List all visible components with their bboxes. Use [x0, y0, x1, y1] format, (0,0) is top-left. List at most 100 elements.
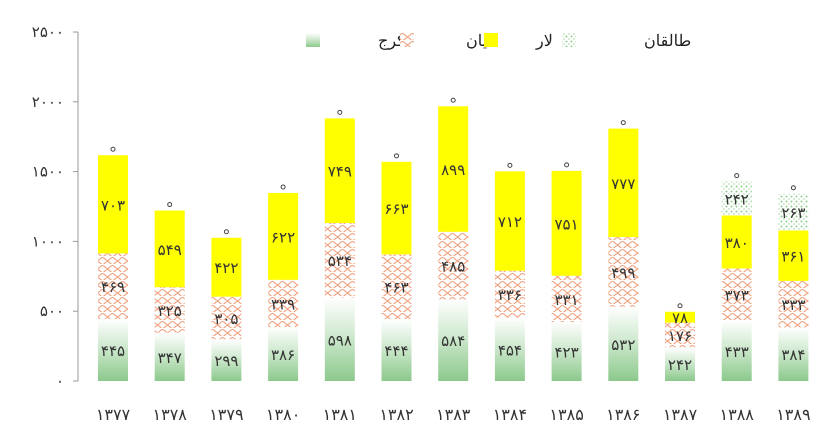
stack-top-marker	[564, 162, 570, 168]
bar-segment-3-3	[211, 237, 242, 297]
chart-legend: کرج لتیان لار طالقان	[306, 31, 691, 50]
y-tick-label: ۲۰۰۰	[32, 93, 64, 111]
y-tick-label: ۱۵۰۰	[32, 163, 64, 181]
data-label: ۷۱۲	[498, 213, 522, 231]
bar-segment-1-3	[211, 339, 242, 381]
x-tick-label: ۱۳۸۰	[266, 405, 300, 424]
bar-segment-1-6	[381, 319, 412, 381]
bar-segment-1-9	[551, 321, 582, 381]
bar-segment-2-11	[665, 322, 695, 348]
bar-segment-2-2	[154, 287, 185, 333]
bar-segment-1-11	[665, 347, 695, 381]
data-label: ۶۲۲	[271, 228, 295, 246]
data-label: ۲۴۲	[668, 356, 692, 374]
bar-segment-1-12	[721, 320, 752, 381]
data-label: ۴۴۵	[101, 342, 125, 360]
bar-segment-3-4	[268, 192, 299, 280]
data-label: ۳۳۶	[498, 286, 522, 304]
bar-segment-2-7	[438, 231, 469, 300]
data-label: ۴۶۳	[384, 279, 408, 297]
data-label: ۳۸۰	[725, 234, 749, 252]
data-label: ۳۳۱	[555, 291, 579, 309]
stack-top-marker	[677, 303, 683, 309]
data-label: ۵۹۸	[328, 331, 352, 349]
data-label: ۴۶۹	[101, 278, 125, 296]
x-tick-label: ۱۳۷۷	[96, 405, 131, 424]
bar-segment-4-12	[721, 181, 752, 216]
x-tick-label: ۱۳۸۶	[606, 405, 640, 424]
bar-segment-2-6	[381, 254, 412, 320]
data-label: ۴۳۳	[725, 343, 749, 361]
legend-label: لار	[535, 31, 553, 50]
data-label: ۳۰۵	[214, 310, 238, 328]
data-label: ۷۰۳	[101, 196, 125, 214]
x-tick-label: ۱۳۸۸	[720, 405, 755, 424]
stack-top-marker	[790, 185, 796, 191]
bar-segment-3-11	[665, 311, 695, 323]
bar-segment-1-2	[154, 332, 185, 381]
data-label: ۵۸۴	[441, 332, 465, 350]
bar-segment-3-8	[494, 171, 525, 271]
x-tick-label: ۱۳۸۲	[379, 405, 413, 424]
bar-segment-3-2	[154, 210, 185, 288]
x-tick-label: ۱۳۸۴	[493, 405, 527, 424]
data-label: ۴۲۲	[214, 259, 238, 277]
stack-top-marker	[450, 97, 456, 103]
x-tick-label: ۱۳۸۳	[436, 405, 471, 424]
data-label: ۵۳۲	[611, 336, 635, 354]
bar-segment-1-7	[438, 299, 469, 381]
stack-top-marker	[394, 153, 399, 159]
data-label: ۳۴۷	[158, 349, 182, 367]
data-label: ۵۳۴	[328, 252, 352, 270]
stack-top-marker	[110, 146, 116, 152]
data-label: ۲۴۲	[725, 191, 749, 209]
data-label: ۴۹۹	[611, 264, 635, 282]
stack-top-marker	[620, 120, 626, 126]
data-label: ۴۵۴	[498, 341, 522, 359]
bar-segment-3-13	[778, 230, 809, 281]
data-label: ۷۸	[672, 309, 688, 327]
data-label: ۲۹۹	[214, 352, 238, 370]
x-tick-label: ۱۳۸۵	[549, 405, 583, 424]
bar-segment-3-10	[608, 128, 639, 238]
data-label: ۳۳۳	[781, 296, 805, 314]
legend-label: کرج	[378, 31, 405, 50]
data-label: ۷۷۷	[611, 175, 635, 193]
stack-top-marker	[280, 184, 286, 190]
data-label: ۴۲۳	[555, 343, 579, 361]
data-label: ۳۸۴	[781, 346, 805, 364]
chart-data-labels: ۴۴۵ ۴۶۹ ۷۰۳ ۳۴۷ ۳۲۵ ۵۴۹ ۲۹۹ ۳۰۵ ۴۲۲ ۳۸۶ ۳۳۹ ۶۲۲ ۵۹۸ ۵…	[101, 97, 805, 374]
bar-segment-2-9	[551, 275, 582, 322]
x-tick-label: ۱۳۸۷	[663, 405, 698, 424]
stack-top-marker	[167, 202, 173, 208]
bar-segment-4-13	[778, 193, 809, 231]
bar-segment-1-1	[98, 318, 128, 381]
chart-bars	[98, 106, 809, 381]
data-label: ۸۹۹	[441, 161, 465, 179]
y-tick-label: ۱۰۰۰	[32, 232, 64, 250]
data-label: ۳۶۱	[781, 248, 805, 266]
x-tick-label: ۱۳۸۱	[323, 405, 357, 424]
bar-segment-1-13	[778, 327, 809, 381]
bar-segment-3-9	[551, 170, 582, 276]
data-label: ۳۷۳	[725, 287, 749, 305]
x-tick-label: ۱۳۸۹	[776, 405, 810, 424]
legend-swatch	[306, 33, 320, 47]
stack-top-marker	[734, 173, 740, 179]
bar-segment-3-1	[98, 155, 128, 254]
bar-segment-2-4	[268, 279, 299, 328]
bar-segment-2-5	[324, 222, 355, 298]
x-tick-label: ۱۳۷۹	[209, 405, 243, 424]
data-label: ۳۸۶	[271, 346, 295, 364]
data-label: ۶۶۳	[384, 200, 408, 218]
x-tick-label: ۱۳۷۸	[153, 405, 188, 424]
stack-top-marker	[337, 109, 343, 115]
bar-segment-3-12	[721, 215, 752, 269]
chart-axes: ۰ ۵۰۰ ۱۰۰۰ ۱۵۰۰ ۲۰۰۰ ۲۵۰۰ ۱۳۷۷ ۱۳۷۸ ۱۳۷۹ ۱۳۸۰ ۱۳۸۱…	[32, 23, 811, 424]
bar-segment-3-5	[324, 118, 355, 223]
legend-swatch	[400, 33, 414, 47]
data-label: ۲۶۳	[781, 204, 805, 222]
data-label: ۵۴۹	[158, 241, 182, 259]
stack-top-marker	[223, 229, 229, 235]
